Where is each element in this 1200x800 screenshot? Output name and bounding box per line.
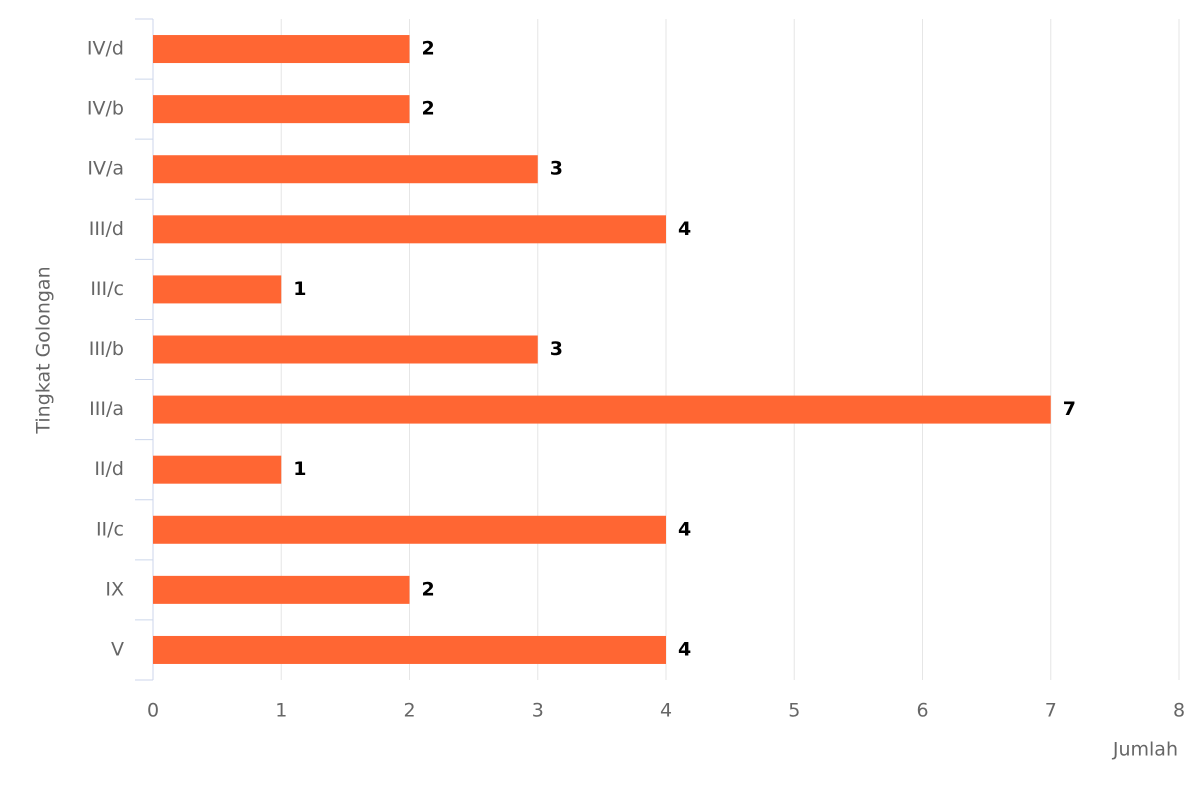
value-label: 2: [422, 578, 435, 600]
x-tick-label: 2: [403, 700, 415, 722]
value-label: 2: [422, 38, 435, 60]
x-tick-label: 7: [1045, 700, 1057, 722]
x-tick-label: 1: [275, 700, 287, 722]
x-tick-label: 4: [660, 700, 672, 722]
bar: [153, 95, 410, 124]
value-label: 1: [293, 458, 306, 480]
bar: [153, 155, 538, 184]
value-label: 4: [678, 218, 691, 240]
bar: [153, 275, 282, 304]
y-axis-title: Tingkat Golongan: [33, 266, 55, 434]
x-tick-label: 6: [916, 700, 928, 722]
bar: [153, 575, 410, 604]
y-tick-label: IX: [105, 578, 124, 600]
value-label: 4: [678, 518, 691, 540]
bar: [153, 215, 666, 244]
y-tick-label: II/c: [96, 518, 124, 540]
value-label: 2: [422, 98, 435, 120]
x-tick-label: 8: [1173, 700, 1185, 722]
value-label: 3: [550, 338, 563, 360]
bar: [153, 635, 666, 664]
x-tick-label: 5: [788, 700, 800, 722]
value-label: 7: [1063, 398, 1076, 420]
x-tick-label: 0: [147, 700, 159, 722]
x-tick-label: 3: [532, 700, 544, 722]
bar: [153, 455, 282, 484]
y-tick-label: III/b: [89, 338, 124, 360]
y-tick-label: IV/b: [87, 98, 124, 120]
y-tick-label: IV/d: [87, 38, 124, 60]
value-label: 1: [293, 278, 306, 300]
value-label: 4: [678, 638, 691, 660]
y-tick-label: V: [111, 638, 124, 660]
y-tick-label: III/d: [89, 218, 124, 240]
y-tick-label: II/d: [94, 458, 124, 480]
y-tick-label: IV/a: [87, 158, 124, 180]
x-axis-title: Jumlah: [1112, 739, 1178, 761]
y-tick-label: III/a: [89, 398, 124, 420]
bar: [153, 395, 1051, 424]
bar: [153, 515, 666, 544]
bar: [153, 335, 538, 364]
y-tick-label: III/c: [90, 278, 124, 300]
value-label: 3: [550, 158, 563, 180]
bar: [153, 35, 410, 64]
